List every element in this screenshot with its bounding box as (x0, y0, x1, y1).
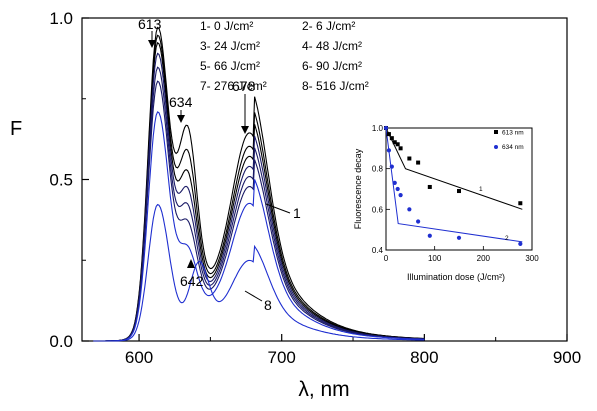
inset-point-634 (407, 207, 412, 212)
inset-y-tick-label: 0.6 (372, 205, 384, 214)
curve-pointer-1 (265, 203, 291, 214)
inset-point-613 (416, 160, 421, 165)
inset-point-634 (427, 233, 432, 238)
inset-fit-line-1 (385, 127, 523, 210)
spectrum-curve-1 (93, 26, 425, 342)
legend-entry-4: 4- 48 J/cm² (302, 39, 362, 53)
spectrum-curve-7 (93, 111, 425, 342)
inset-y-tick-label: 0.4 (372, 246, 384, 255)
inset-point-634 (395, 186, 400, 192)
inset-frame (385, 127, 533, 251)
inset-point-613 (398, 146, 403, 151)
main-spectra-curves (93, 26, 425, 342)
legend-entry-6: 6- 90 J/cm² (302, 59, 362, 73)
peak-arrowhead-634 (177, 115, 185, 123)
inset-y-tick-label: 1.0 (372, 124, 384, 133)
inset-y-axis-label: Fluorescence decay (353, 148, 363, 229)
inset-point-613 (389, 136, 394, 141)
inset-point-613 (392, 140, 397, 145)
inset-point-634 (392, 180, 397, 185)
x-tick-label: 700 (268, 348, 296, 367)
peak-arrowhead-642 (187, 259, 195, 268)
inset-point-634 (456, 235, 462, 240)
legend-entry-1: 1- 0 J/cm² (200, 19, 253, 33)
inset-point-613 (427, 184, 432, 189)
main-legend: 1- 0 J/cm² 2- 6 J/cm² 3- 24 J/cm² 4- 48 … (200, 19, 369, 93)
legend-entry-7: 7- 276 J/cm² (200, 79, 267, 93)
inset-point-613 (386, 132, 391, 137)
curve-label-8: 8 (264, 297, 272, 313)
inset-point-634 (389, 164, 394, 169)
inset-fit-line-2 (385, 127, 523, 243)
legend-entry-8: 8- 516 J/cm² (302, 79, 369, 93)
inset-data-points (383, 125, 523, 246)
curve-label-1: 1 (293, 205, 301, 221)
spectrum-curve-8 (93, 203, 425, 342)
inset-point-613 (518, 201, 523, 206)
x-tick-label: 900 (553, 348, 581, 367)
inset-x-tick-label: 100 (428, 254, 442, 263)
peak-label-613: 613 (138, 16, 162, 32)
inset-legend-marker-634 (494, 145, 498, 149)
inset-fit-label-1: 1 (479, 186, 483, 193)
inset-x-tick-label: 200 (477, 254, 491, 263)
y-tick-label: 0.5 (49, 171, 73, 190)
inset-point-634 (416, 219, 421, 224)
y-tick-label: 0.0 (49, 332, 73, 351)
spectrum-curve-6 (93, 80, 425, 342)
peak-label-634: 634 (169, 94, 193, 110)
inset-x-axis-label: Illumination dose (J/cm²) (407, 272, 505, 282)
x-tick-label: 800 (410, 348, 438, 367)
inset-point-613 (407, 156, 412, 161)
peak-arrowhead-613 (148, 40, 156, 48)
inset-chart: 0 100 200 300 0.4 0.6 0.8 1.0 Fluorescence deca… (353, 124, 539, 282)
y-axis-label: F (10, 118, 22, 140)
peak-label-678: 678 (232, 78, 256, 94)
inset-axis-ticks: 0 100 200 300 0.4 0.6 0.8 1.0 (372, 124, 539, 263)
inset-legend: 613 nm 634 nm (494, 130, 524, 151)
inset-fit-lines (385, 127, 523, 243)
legend-entry-3: 3- 24 J/cm² (200, 39, 260, 53)
inset-point-634 (398, 193, 403, 198)
inset-x-tick-label: 0 (384, 254, 389, 263)
inset-fit-label-2: 2 (505, 235, 509, 242)
peak-arrowhead-678 (241, 126, 249, 134)
inset-point-634 (518, 241, 523, 246)
inset-legend-marker-613 (494, 130, 498, 134)
inset-x-tick-label: 300 (525, 254, 539, 263)
legend-entry-5: 5- 66 J/cm² (200, 59, 260, 73)
inset-point-613 (457, 189, 461, 194)
inset-legend-label-613: 613 nm (502, 130, 524, 137)
curve-pointer-8 (244, 290, 263, 302)
x-axis-label: λ, nm (298, 378, 349, 401)
legend-entry-2: 2- 6 J/cm² (302, 19, 355, 33)
main-axis-ticks: 600 700 800 900 0.0 0.5 1.0 (49, 9, 581, 367)
x-tick-label: 600 (125, 348, 153, 367)
peak-annotations: 613 634 678 642 1 8 (138, 16, 301, 313)
inset-point-634 (383, 125, 389, 131)
inset-point-613 (395, 142, 400, 147)
inset-legend-label-634: 634 nm (502, 144, 524, 151)
peak-label-642: 642 (180, 273, 204, 289)
y-tick-label: 1.0 (49, 9, 73, 28)
inset-y-tick-label: 0.8 (372, 165, 384, 174)
inset-point-634 (386, 148, 392, 153)
